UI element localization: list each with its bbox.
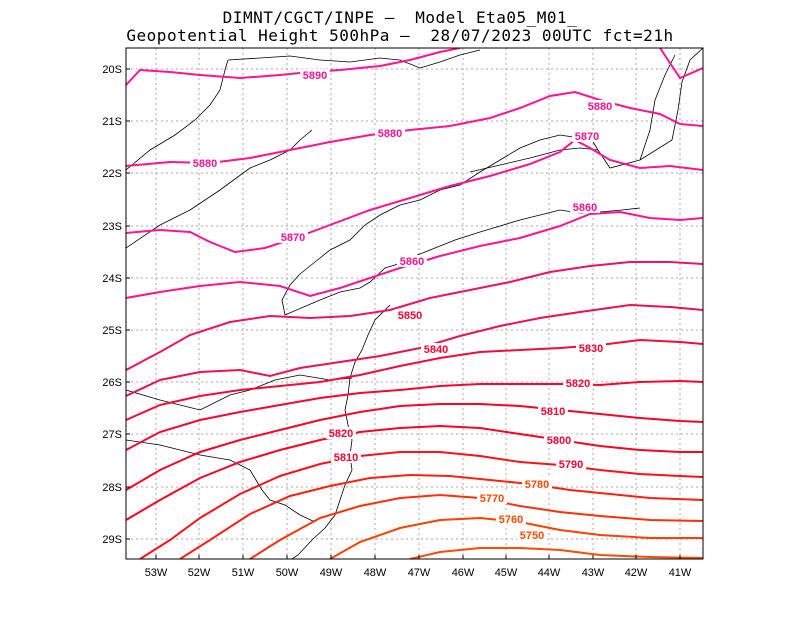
contour-label: 5820 [329,428,353,440]
lat-tick-label: 22S [102,168,122,180]
lon-tick-label: 52W [188,567,211,579]
lon-tick-label: 47W [408,567,431,579]
contour-label: 5820 [566,378,590,390]
contour-label-background [544,434,574,446]
contour-lines [126,48,703,559]
contour-label-background [496,513,526,525]
contour-5880 [126,90,703,167]
lat-tick-label: 23S [102,221,122,233]
coastline-and-borders [126,48,703,559]
contour-label-background [190,157,220,169]
contour-label-background [572,130,602,142]
contour-label-background [563,377,593,389]
contour-5870 [126,138,703,254]
contour-label-background [517,529,547,541]
border-mg-rj [469,147,599,173]
contour-label-background [326,427,356,439]
lat-tick-label: 26S [102,377,122,389]
contour-5840 [126,303,703,397]
contour-label-background [278,231,308,243]
contour-label-background [331,451,361,463]
contour-label: 5840 [424,344,448,356]
contour-label-background [395,309,425,321]
lat-tick-label: 28S [102,482,122,494]
contour-label-background [522,478,552,490]
lat-tick-label: 29S [102,534,122,546]
contour-label: 5760 [499,514,523,526]
lat-tick-label: 24S [102,273,122,285]
contour-5890-east [659,48,703,80]
contour-label: 5880 [193,158,217,170]
contour-5810 [126,403,703,491]
longitude-ticks: 53W 52W 51W 50W 49W 48W 47W 46W 45W 44W 43W 42W 41W [145,555,692,579]
contour-label: 5790 [559,459,583,471]
border-mg-sp [227,49,481,69]
contour-label-background [421,343,451,355]
border-ms-sp [126,59,229,171]
lat-tick-label: 20S [102,64,122,76]
lon-tick-label: 51W [232,567,255,579]
contour-label: 5800 [547,435,571,447]
contour-label: 5850 [398,310,422,322]
lon-tick-label: 43W [582,567,605,579]
contour-5770 [249,493,703,559]
contour-label: 5770 [480,493,504,505]
lon-tick-label: 41W [669,567,692,579]
contour-label-background [556,458,586,470]
contour-label-background [576,342,606,354]
border-sc-rs [126,439,316,523]
contour-label: 5860 [400,256,424,268]
contour-label: 5870 [575,131,599,143]
lat-tick-label: 21S [102,116,122,128]
contour-5800 [126,424,703,521]
contour-label-background [585,100,615,112]
lon-tick-label: 46W [452,567,475,579]
contour-label-background [570,201,600,213]
contour-label: 5890 [303,70,327,82]
lon-tick-label: 49W [320,567,343,579]
contour-label: 5780 [525,479,549,491]
contour-label: 5870 [281,232,305,244]
lat-tick-label: 25S [102,325,122,337]
contour-label: 5750 [520,530,544,542]
lon-tick-label: 53W [145,567,168,579]
contour-label-background [477,492,507,504]
contour-label-background [538,405,568,417]
contour-label: 5830 [579,343,603,355]
contour-5750 [409,547,703,559]
map-title-line-1: DIMNT/CGCT/INPE – Model Eta05_M01_ [222,8,578,27]
lat-tick-label: 27S [102,429,122,441]
contour-label-background [375,127,405,139]
contour-5890 [126,48,461,86]
contour-label-background [397,255,427,267]
latitude-ticks: 20S 21S 22S 23S 24S 25S 26S 27S 28S 29S [102,64,130,546]
lon-tick-label: 50W [276,567,299,579]
contour-label: 5860 [573,202,597,214]
lon-tick-label: 48W [364,567,387,579]
border-sp-pr [126,129,313,249]
lon-tick-label: 44W [538,567,561,579]
lon-tick-label: 45W [495,567,518,579]
contour-label: 5880 [588,101,612,113]
border-mg-es [639,54,676,161]
contour-label: 5880 [378,128,402,140]
contour-5850 [126,261,703,371]
contour-5790 [139,451,703,559]
map-frame [125,47,704,560]
contour-labels: 5890 5880 5880 5880 5870 5870 5860 5860 5850 5840… [190,69,615,542]
lon-tick-label: 42W [625,567,648,579]
contour-label-background [300,69,330,81]
contour-5780 [179,473,703,559]
map-title-line-2: Geopotential Height 500hPa – 28/07/2023 … [126,26,674,45]
coastline-south [291,304,391,559]
contour-5830 [126,338,703,421]
contour-label: 5810 [334,452,358,464]
contour-5820 [126,379,703,451]
coastline [281,48,703,316]
contour-label: 5810 [541,406,565,418]
